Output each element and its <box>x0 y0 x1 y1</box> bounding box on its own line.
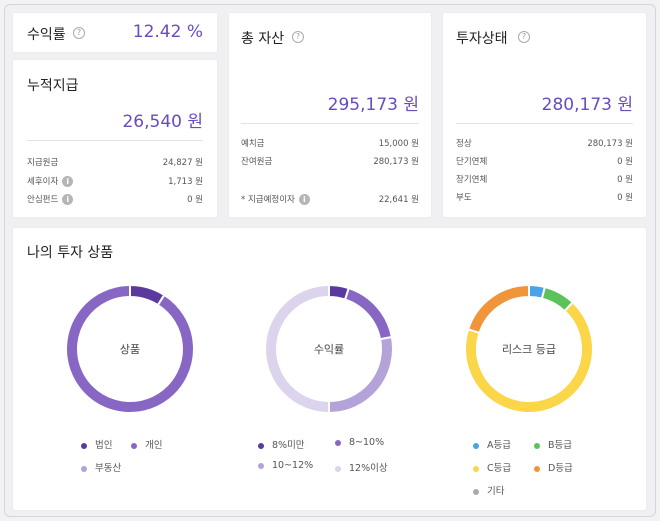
legend-item: B등급 <box>534 437 572 451</box>
legend-item: 8~10% <box>335 437 384 448</box>
legend-item: 기타 <box>473 483 504 497</box>
legend-dot <box>258 442 264 449</box>
legend-item: 개인 <box>131 437 162 451</box>
legend-dot <box>534 465 540 472</box>
yield-help-icon[interactable]: ? <box>73 27 85 39</box>
legend-label: 법인 <box>95 440 113 451</box>
paid-amount: 26,540 원 <box>122 112 203 132</box>
legend-label: 10~12% <box>272 460 314 471</box>
legend-dot <box>473 465 479 472</box>
legend-item: C등급 <box>473 460 511 474</box>
legend-dot <box>473 442 479 449</box>
assets-row-value: 15,000 원 <box>378 139 419 149</box>
legend-item: 8%미만 <box>258 437 305 451</box>
assets-divider <box>241 123 419 124</box>
paid-row-value: 1,713 원 <box>168 177 203 187</box>
legend-label: 12%이상 <box>349 463 388 474</box>
status-row-label: 부도 <box>456 193 472 203</box>
info-icon[interactable]: i <box>62 194 74 205</box>
legend-label: B등급 <box>548 440 572 451</box>
risk-grade-donut: 리스크 등급 <box>464 283 594 414</box>
assets-help-icon[interactable]: ? <box>292 31 304 43</box>
legend-label: C등급 <box>487 463 512 474</box>
legend-dot <box>131 442 137 449</box>
status-help-icon[interactable]: ? <box>518 31 530 43</box>
legend-item: A등급 <box>473 437 511 451</box>
legend-item: 12%이상 <box>335 460 388 474</box>
status-row-label: 단기연체 <box>456 157 488 167</box>
status-row-value: 0 원 <box>617 175 633 185</box>
donut-slice-C등급[interactable] <box>464 300 594 414</box>
legend-label: 8~10% <box>349 437 385 448</box>
paid-row-label: 안심펀드 <box>27 195 59 205</box>
yield-value: 12.42 % <box>132 22 203 42</box>
products-card: 나의 투자 상품 상품 수익률 리스크 등급 법인 개인 부동산 8%미만 8~… <box>13 228 646 510</box>
donut-slice-12%이상[interactable] <box>264 283 330 415</box>
legend-item: D등급 <box>534 460 573 474</box>
legend-item: 부동산 <box>81 460 121 474</box>
assets-amount: 295,173 원 <box>327 95 419 115</box>
legend-dot <box>534 442 540 449</box>
donut-slice-D등급[interactable] <box>466 283 530 335</box>
assets-footer-value: 22,641 원 <box>378 195 419 205</box>
legend-label: 기타 <box>487 486 505 497</box>
status-card: 투자상태 ? 280,173 원 정상 280,173 원 단기연체 0 원 장… <box>443 13 646 217</box>
assets-row-label: 잔여원금 <box>241 157 273 167</box>
assets-footer-label: * 지급예정이자 <box>241 195 295 205</box>
legend-label: 8%미만 <box>272 440 305 451</box>
status-row-value: 280,173 원 <box>587 139 633 149</box>
status-amount: 280,173 원 <box>541 95 633 115</box>
status-row-label: 장기연체 <box>456 175 488 185</box>
status-row-value: 0 원 <box>617 157 633 167</box>
info-icon[interactable]: i <box>62 176 74 187</box>
assets-row-value: 280,173 원 <box>373 157 419 167</box>
status-divider <box>456 123 633 124</box>
paid-row-label: 지급원금 <box>27 158 59 168</box>
legend-dot <box>258 462 264 469</box>
donut-slice-개인[interactable] <box>65 283 195 414</box>
assets-card: 총 자산 ? 295,173 원 예치금 15,000 원 잔여원금 280,1… <box>229 13 431 217</box>
paid-row-label: 세후이자 <box>27 177 59 187</box>
paid-card: 누적지급 26,540 원 지급원금 24,827 원 세후이자 i 1,713 … <box>13 60 217 217</box>
yield-card: 수익률 ? 12.42 % <box>13 13 217 52</box>
status-row-label: 정상 <box>456 139 472 149</box>
donut-center-label: 리스크 등급 <box>502 343 556 356</box>
donut-center-label: 수익률 <box>314 343 344 356</box>
legend-label: A등급 <box>487 440 511 451</box>
paid-title: 누적지급 <box>27 78 79 94</box>
donut-slice-8~10%[interactable] <box>343 286 394 341</box>
paid-row-value: 0 원 <box>187 195 203 205</box>
legend-label: 부동산 <box>95 463 122 474</box>
legend-label: D등급 <box>548 463 573 474</box>
donut-center-label: 상품 <box>120 343 140 356</box>
yield-donut: 수익률 <box>264 283 394 415</box>
product-type-donut: 상품 <box>65 283 195 414</box>
legend-dot <box>81 465 87 472</box>
paid-divider <box>27 140 203 141</box>
status-title: 투자상태 <box>456 31 508 47</box>
info-icon[interactable]: i <box>298 194 310 205</box>
products-title: 나의 투자 상품 <box>27 245 114 261</box>
legend-item: 법인 <box>81 437 112 451</box>
legend-dot <box>81 442 87 449</box>
legend-dot <box>473 488 479 495</box>
legend-label: 개인 <box>145 440 163 451</box>
yield-title: 수익률 <box>27 27 66 43</box>
assets-row-label: 예치금 <box>241 139 265 149</box>
legend-item: 10~12% <box>258 460 313 471</box>
paid-row-value: 24,827 원 <box>162 158 203 168</box>
status-row-value: 0 원 <box>617 193 633 203</box>
legend-dot <box>335 439 341 446</box>
legend-dot <box>335 465 341 472</box>
assets-title: 총 자산 <box>241 31 285 47</box>
